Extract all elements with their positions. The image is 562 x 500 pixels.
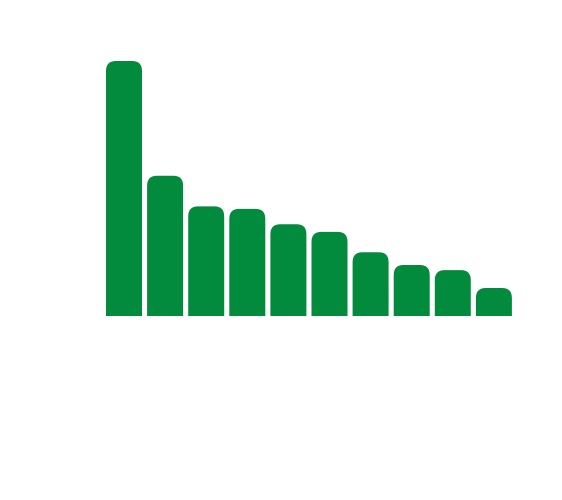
bar-9 xyxy=(434,270,471,316)
bar-7 xyxy=(352,252,389,316)
bar-1 xyxy=(106,61,142,316)
bar-5 xyxy=(270,224,307,316)
bar-10 xyxy=(475,287,512,316)
bar-6 xyxy=(311,231,348,316)
bar-8 xyxy=(393,265,430,316)
bars-group xyxy=(106,61,512,316)
bar-3 xyxy=(188,206,225,316)
bar-2 xyxy=(147,175,184,316)
bar-4 xyxy=(229,208,266,316)
